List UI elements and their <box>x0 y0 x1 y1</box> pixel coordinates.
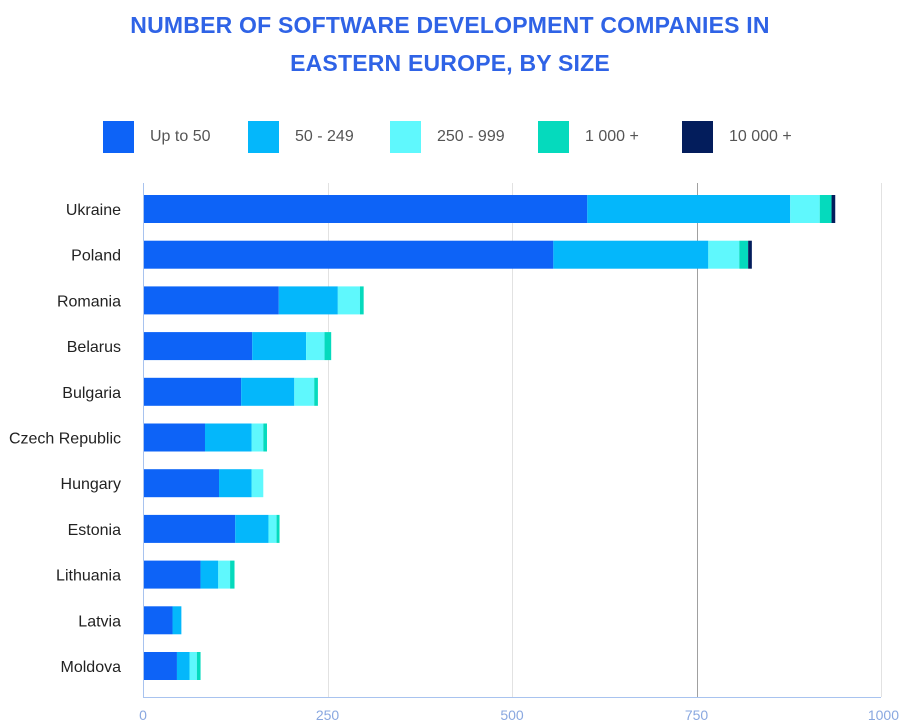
category-label-czech-republic: Czech Republic <box>9 431 121 448</box>
category-label-lithuania: Lithuania <box>56 568 121 585</box>
x-tick-label-0: 0 <box>139 707 147 722</box>
legend-item-250-999[interactable]: 250 - 999 <box>390 120 505 154</box>
bar-latvia-50-249[interactable] <box>172 606 182 635</box>
legend-item-1000-plus[interactable]: 1 000 + <box>538 120 639 154</box>
bar-poland-50-249[interactable] <box>553 240 709 269</box>
bar-romania-1-000[interactable] <box>359 286 364 315</box>
bar-ukraine-1-000[interactable] <box>819 195 832 223</box>
category-label-bulgaria: Bulgaria <box>62 385 121 402</box>
bar-moldova-50-249[interactable] <box>176 652 190 680</box>
bar-estonia-250-999[interactable] <box>268 514 277 543</box>
bars-layer <box>143 195 836 680</box>
chart-legend: Up to 50 50 - 249 250 - 999 1 000 + 10 0… <box>0 120 900 154</box>
bar-lithuania-250-999[interactable] <box>218 560 231 589</box>
bar-belarus-up-to-50[interactable] <box>143 332 253 361</box>
x-tick-label-250: 250 <box>316 707 340 722</box>
bar-estonia-1-000[interactable] <box>276 514 280 543</box>
bar-bulgaria-1-000[interactable] <box>314 377 318 406</box>
bar-romania-50-249[interactable] <box>278 286 338 315</box>
bar-lithuania-up-to-50[interactable] <box>143 560 201 589</box>
bar-hungary-250-999[interactable] <box>251 469 264 498</box>
legend-swatch-50-249 <box>248 121 279 153</box>
category-label-poland: Poland <box>71 248 121 265</box>
bar-estonia-up-to-50[interactable] <box>143 514 236 543</box>
legend-swatch-1000-plus <box>538 121 569 153</box>
bar-hungary-50-249[interactable] <box>219 469 252 498</box>
bar-ukraine-up-to-50[interactable] <box>143 195 588 223</box>
legend-item-10000-plus[interactable]: 10 000 + <box>682 120 792 154</box>
category-labels: Ukraine Poland Romania Belarus Bulgaria Czech… <box>9 202 121 676</box>
bar-czech-republic-1-000[interactable] <box>263 423 267 452</box>
bar-ukraine-250-999[interactable] <box>790 195 820 223</box>
chart-title-line-2: EASTERN EUROPE, BY SIZE <box>290 50 610 76</box>
bar-bulgaria-50-249[interactable] <box>241 377 295 406</box>
bar-romania-up-to-50[interactable] <box>143 286 279 315</box>
legend-label-1000-plus: 1 000 + <box>585 128 639 145</box>
bar-latvia-up-to-50[interactable] <box>143 606 173 635</box>
x-tick-label-750: 750 <box>685 707 709 722</box>
legend-swatch-10000-plus <box>682 121 713 153</box>
chart-title-line-1: NUMBER OF SOFTWARE DEVELOPMENT COMPANIES… <box>130 12 770 38</box>
bar-hungary-up-to-50[interactable] <box>143 469 220 498</box>
bar-belarus-1-000[interactable] <box>324 332 332 361</box>
bar-poland-1-000[interactable] <box>739 240 749 269</box>
bar-lithuania-50-249[interactable] <box>200 560 219 589</box>
bar-bulgaria-up-to-50[interactable] <box>143 377 242 406</box>
legend-label-up-to-50: Up to 50 <box>150 128 211 145</box>
bar-estonia-50-249[interactable] <box>235 514 269 543</box>
legend-item-up-to-50[interactable]: Up to 50 <box>103 120 210 154</box>
category-label-hungary: Hungary <box>61 476 121 493</box>
bar-poland-250-999[interactable] <box>708 240 740 269</box>
legend-label-50-249: 50 - 249 <box>295 128 354 145</box>
legend-item-50-249[interactable]: 50 - 249 <box>248 120 354 154</box>
x-tick-label-500: 500 <box>500 707 524 722</box>
bar-poland-10-000[interactable] <box>748 240 752 269</box>
legend-swatch-250-999 <box>390 121 421 153</box>
bar-bulgaria-250-999[interactable] <box>294 377 315 406</box>
x-tick-label-1000: 1000 <box>868 707 899 722</box>
category-label-ukraine: Ukraine <box>66 202 121 219</box>
legend-label-250-999: 250 - 999 <box>437 128 505 145</box>
bar-moldova-1-000[interactable] <box>196 652 201 680</box>
bar-czech-republic-up-to-50[interactable] <box>143 423 205 452</box>
legend-label-10000-plus: 10 000 + <box>729 128 792 145</box>
axis-layer: 0 250 500 750 1000 <box>139 183 899 722</box>
bar-moldova-up-to-50[interactable] <box>143 652 177 680</box>
category-label-moldova: Moldova <box>61 659 122 676</box>
bar-belarus-250-999[interactable] <box>306 332 325 361</box>
bar-czech-republic-250-999[interactable] <box>251 423 264 452</box>
chart-title: NUMBER OF SOFTWARE DEVELOPMENT COMPANIES… <box>0 6 900 82</box>
category-label-belarus: Belarus <box>67 339 121 356</box>
bar-czech-republic-50-249[interactable] <box>204 423 252 452</box>
category-label-latvia: Latvia <box>78 613 121 630</box>
bar-moldova-250-999[interactable] <box>189 652 197 680</box>
legend-swatch-up-to-50 <box>103 121 134 153</box>
bar-ukraine-10-000[interactable] <box>831 195 836 223</box>
bar-romania-250-999[interactable] <box>337 286 360 315</box>
bar-belarus-50-249[interactable] <box>252 332 307 361</box>
bar-ukraine-50-249[interactable] <box>587 195 791 223</box>
bar-poland-up-to-50[interactable] <box>143 240 554 269</box>
category-label-estonia: Estonia <box>68 522 121 539</box>
bar-lithuania-1-000[interactable] <box>230 560 235 589</box>
category-label-romania: Romania <box>57 293 121 310</box>
